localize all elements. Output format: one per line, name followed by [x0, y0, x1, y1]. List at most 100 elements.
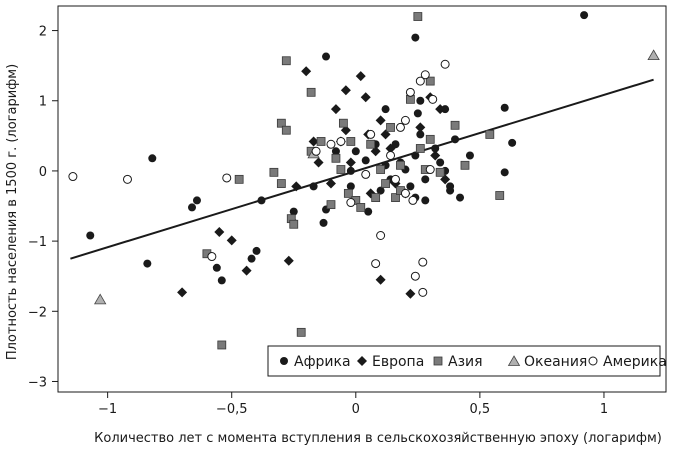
data-point — [308, 136, 319, 147]
data-point — [316, 137, 326, 146]
data-point — [413, 109, 422, 118]
data-point — [425, 76, 435, 86]
data-point — [465, 151, 474, 160]
data-point — [311, 146, 321, 156]
x-tick-label: 1 — [600, 402, 608, 417]
data-point — [346, 166, 355, 175]
data-point — [68, 172, 78, 182]
data-point — [241, 265, 252, 276]
data-point — [86, 231, 95, 240]
data-point — [93, 293, 107, 305]
data-point — [500, 103, 509, 112]
trendline-layer — [70, 78, 654, 260]
data-point — [319, 218, 328, 227]
data-point — [269, 167, 279, 177]
legend-label: Азия — [448, 354, 483, 370]
data-point — [450, 120, 460, 130]
data-point — [440, 174, 451, 185]
data-point — [500, 168, 509, 177]
data-point — [177, 287, 188, 298]
data-point — [376, 230, 386, 240]
data-point — [252, 246, 261, 255]
data-point — [355, 71, 366, 82]
data-point — [425, 134, 435, 144]
data-point — [276, 179, 286, 188]
data-point — [313, 157, 324, 168]
x-tick-label: −1 — [98, 402, 117, 417]
data-point — [431, 144, 440, 153]
legend-marker — [507, 355, 521, 366]
data-point — [340, 125, 351, 136]
data-point — [395, 122, 405, 132]
data-point — [370, 146, 381, 157]
data-point — [413, 12, 423, 21]
legend-marker — [588, 356, 598, 366]
y-tick-label: 0 — [39, 165, 47, 180]
data-points — [68, 11, 660, 350]
data-point — [380, 129, 391, 140]
x-tick-label: 0,5 — [470, 402, 491, 417]
data-point — [376, 165, 386, 174]
data-point — [366, 129, 376, 139]
data-point — [351, 147, 360, 156]
legend-label: Океания — [524, 354, 587, 370]
legend-marker — [433, 356, 443, 366]
legend: Африка Европа Азия Океания Америка — [267, 345, 667, 377]
x-tick-label: 0 — [352, 402, 360, 417]
data-point — [405, 87, 415, 97]
data-point — [330, 104, 341, 115]
data-point — [340, 85, 351, 96]
data-point — [366, 139, 376, 149]
data-point — [405, 288, 416, 299]
y-tick-label: −1 — [28, 235, 47, 250]
data-point — [440, 59, 450, 69]
data-point — [331, 153, 341, 163]
data-point — [421, 175, 430, 184]
legend-label: Америка — [603, 354, 667, 370]
data-point — [336, 165, 346, 174]
data-point — [346, 182, 355, 191]
data-point — [495, 191, 505, 200]
data-point — [416, 96, 425, 105]
data-point — [436, 158, 445, 167]
data-point — [143, 259, 152, 268]
data-point — [485, 130, 495, 139]
data-point — [460, 160, 470, 170]
y-tick-label: 1 — [39, 95, 47, 110]
x-axis-title: Количество лет с момента вступления в се… — [94, 431, 662, 446]
data-point — [338, 118, 348, 128]
data-point — [212, 263, 221, 272]
data-point — [456, 193, 465, 202]
data-point — [345, 157, 356, 168]
data-point — [343, 188, 353, 198]
data-point — [376, 186, 385, 195]
y-axis-title: Плотность населения в 1500 г. (логарифм) — [5, 64, 20, 360]
data-point — [375, 274, 386, 285]
data-point — [400, 188, 410, 198]
data-point — [420, 70, 430, 80]
data-point — [188, 203, 197, 212]
data-point — [331, 147, 340, 156]
data-point — [411, 33, 420, 42]
axes: −1 −0,5 0 0,5 1 −3 −2 −1 0 1 2 — [28, 5, 667, 417]
data-point — [580, 11, 589, 20]
data-point — [364, 207, 373, 216]
data-point — [257, 196, 266, 205]
data-point — [371, 193, 381, 202]
data-point — [122, 174, 132, 184]
data-point — [410, 271, 420, 281]
data-point — [508, 138, 517, 147]
data-point — [336, 136, 346, 146]
x-tick-label: −0,5 — [216, 402, 248, 417]
data-point — [217, 276, 226, 285]
plot-frame — [57, 5, 667, 393]
data-point — [356, 203, 366, 212]
data-point — [148, 154, 157, 163]
data-point — [276, 118, 286, 128]
data-point — [428, 94, 438, 104]
data-point — [425, 165, 435, 175]
data-point — [346, 198, 356, 208]
data-point — [430, 150, 441, 161]
